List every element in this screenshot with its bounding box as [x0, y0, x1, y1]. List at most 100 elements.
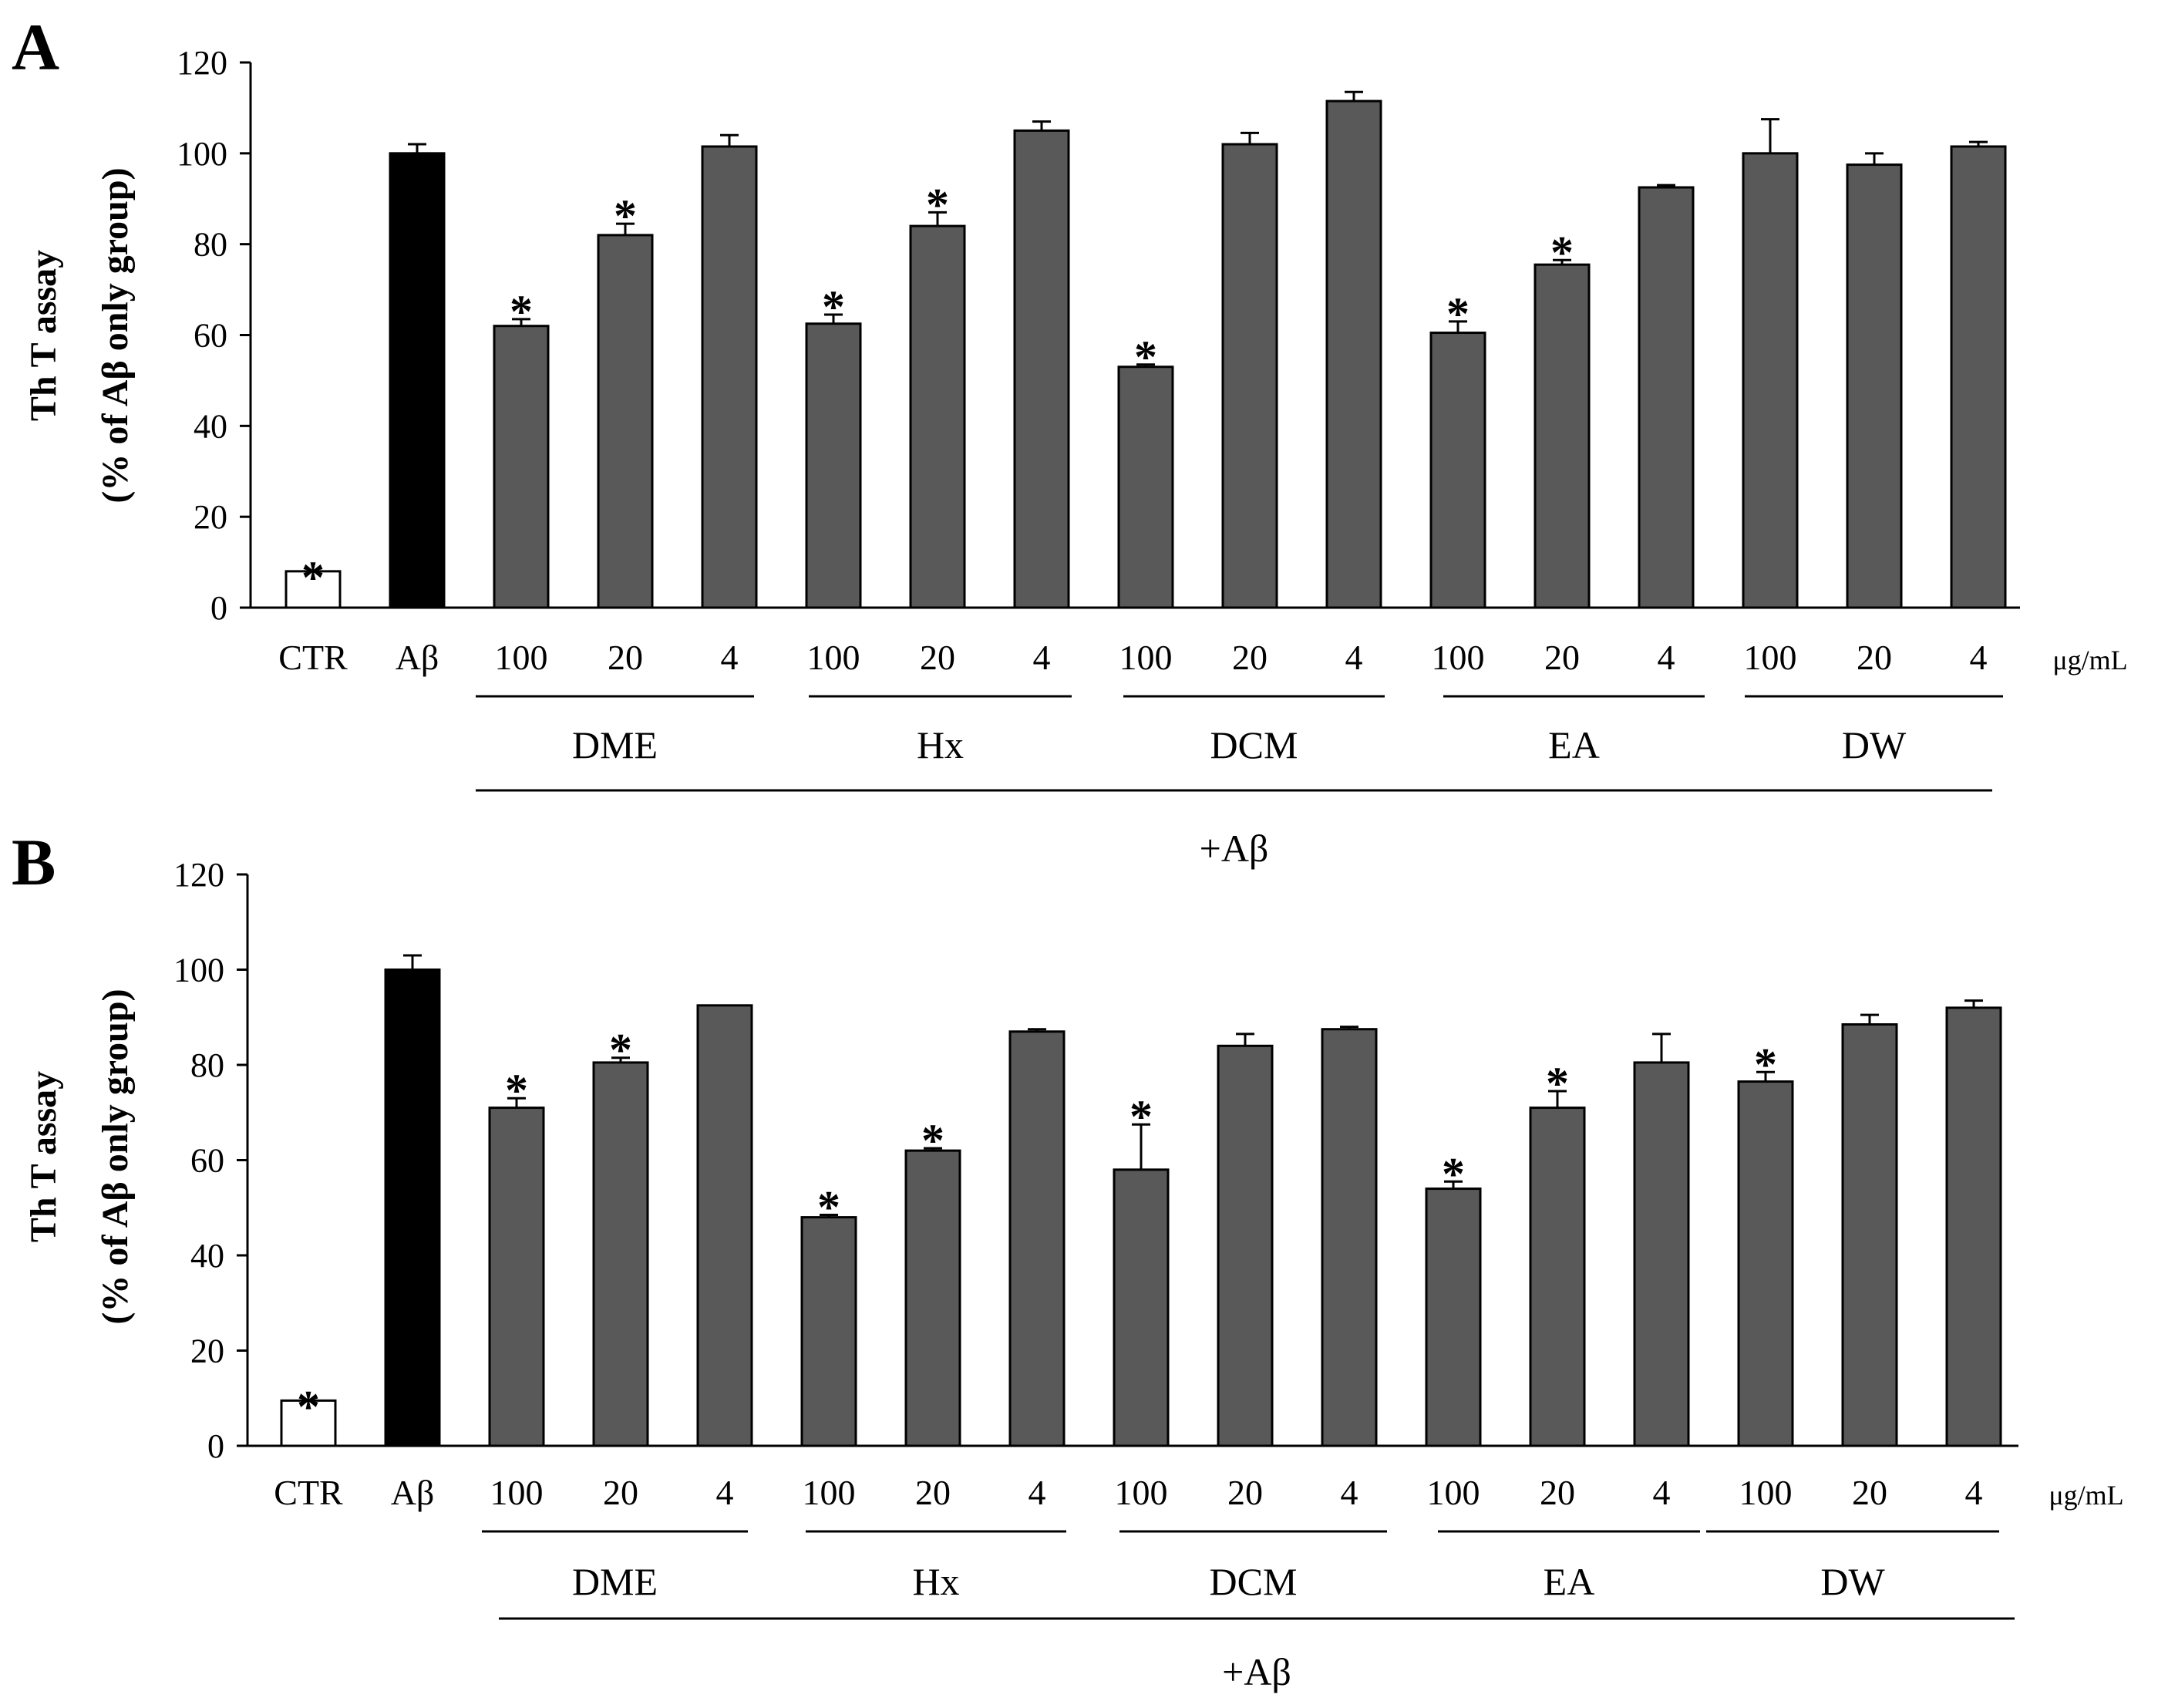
y-tick-label: 80 — [190, 1046, 224, 1084]
x-category-label: 100 — [1115, 1473, 1168, 1512]
x-category-label: Aβ — [391, 1473, 435, 1512]
x-category-label: 20 — [915, 1473, 951, 1512]
x-category-label: 20 — [1232, 638, 1268, 677]
y-tick-label: 60 — [190, 1142, 224, 1180]
x-category-label: 100 — [1119, 638, 1173, 677]
panel-letter: A — [12, 10, 59, 84]
x-category-label: 100 — [495, 638, 548, 677]
x-category-label: 4 — [1033, 638, 1051, 677]
x-category-label: 100 — [807, 638, 860, 677]
significance-star: * — [609, 1025, 632, 1076]
x-category-label: 4 — [1653, 1473, 1671, 1512]
unit-label: μg/mL — [2049, 1480, 2123, 1511]
bar — [1429, 332, 1486, 609]
x-category-label: 20 — [1540, 1473, 1575, 1512]
significance-star: * — [817, 1182, 840, 1233]
x-category-label: CTR — [274, 1473, 343, 1512]
bar — [800, 1216, 857, 1447]
bar — [592, 1061, 649, 1447]
y-axis-label-line2: (% of Aβ only group) — [95, 989, 136, 1324]
y-tick-label: 40 — [194, 407, 227, 445]
bar — [1742, 152, 1799, 609]
significance-star: * — [1129, 1091, 1153, 1142]
bar — [1013, 129, 1070, 609]
x-category-label: Aβ — [396, 638, 439, 677]
x-category-label: 4 — [1970, 638, 1988, 677]
significance-star: * — [1134, 332, 1157, 382]
y-tick-label: 40 — [190, 1237, 224, 1275]
significance-star: * — [921, 1115, 944, 1166]
bar — [1221, 143, 1278, 609]
bar — [597, 234, 654, 609]
group-label: EA — [1548, 723, 1600, 766]
y-tick-label: 100 — [173, 952, 224, 989]
x-category-label: 4 — [1965, 1473, 1983, 1512]
bar — [805, 322, 862, 609]
bar — [909, 224, 966, 609]
unit-label: μg/mL — [2052, 645, 2127, 675]
bar — [1113, 1168, 1170, 1447]
bar — [904, 1149, 961, 1447]
bar — [1325, 99, 1382, 609]
significance-star: * — [1446, 288, 1470, 339]
treatment-label: +Aβ — [1222, 1650, 1291, 1693]
group-label: DCM — [1210, 723, 1298, 766]
y-tick-label: 20 — [190, 1332, 224, 1370]
x-category-label: 20 — [603, 1473, 638, 1512]
bar — [1945, 1006, 2002, 1447]
bar — [389, 152, 446, 609]
y-tick-label: 120 — [177, 44, 227, 82]
x-category-label: 100 — [490, 1473, 544, 1512]
x-category-label: 100 — [1739, 1473, 1793, 1512]
x-category-label: CTR — [278, 638, 348, 677]
y-tick-label: 0 — [207, 1427, 224, 1465]
bar — [488, 1107, 545, 1447]
bar — [1533, 263, 1591, 609]
y-tick-label: 100 — [177, 135, 227, 173]
significance-star: * — [614, 190, 637, 241]
x-category-label: 100 — [1744, 638, 1797, 677]
significance-star: * — [505, 1065, 528, 1116]
y-tick-label: 120 — [173, 856, 224, 894]
y-tick-label: 80 — [194, 226, 227, 264]
bar — [1217, 1044, 1274, 1447]
x-category-label: 4 — [721, 638, 739, 677]
bar — [1321, 1028, 1378, 1447]
significance-star: * — [510, 286, 533, 337]
x-category-label: 100 — [1432, 638, 1485, 677]
significance-star: * — [301, 552, 325, 603]
bar — [1117, 366, 1174, 609]
bar — [1633, 1061, 1690, 1447]
y-axis-label-line2: (% of Aβ only group) — [95, 167, 136, 503]
group-label: DME — [572, 1560, 658, 1603]
group-label: DCM — [1210, 1560, 1298, 1603]
significance-star: * — [1442, 1148, 1465, 1199]
bar — [701, 145, 758, 609]
x-category-label: 20 — [608, 638, 643, 677]
bar — [1425, 1188, 1482, 1447]
group-label: DME — [572, 723, 658, 766]
treatment-label: +Aβ — [1200, 827, 1269, 870]
bar — [1950, 145, 2007, 609]
x-category-label: 4 — [1341, 1473, 1358, 1512]
group-label: DW — [1820, 1560, 1885, 1603]
x-category-label: 20 — [920, 638, 955, 677]
x-category-label: 100 — [1427, 1473, 1480, 1512]
bar — [1638, 186, 1695, 609]
significance-star: * — [1550, 227, 1574, 278]
bar — [280, 1399, 337, 1447]
x-category-label: 4 — [1345, 638, 1363, 677]
significance-star: * — [926, 179, 949, 230]
bar — [1846, 163, 1903, 609]
significance-star: * — [297, 1381, 320, 1432]
significance-star: * — [822, 281, 845, 332]
significance-star: * — [1546, 1058, 1569, 1109]
x-category-label: 4 — [1658, 638, 1675, 677]
bar — [284, 570, 342, 609]
bar — [1008, 1030, 1066, 1447]
x-category-label: 20 — [1852, 1473, 1887, 1512]
group-label: Hx — [917, 723, 964, 766]
bar — [384, 969, 441, 1447]
